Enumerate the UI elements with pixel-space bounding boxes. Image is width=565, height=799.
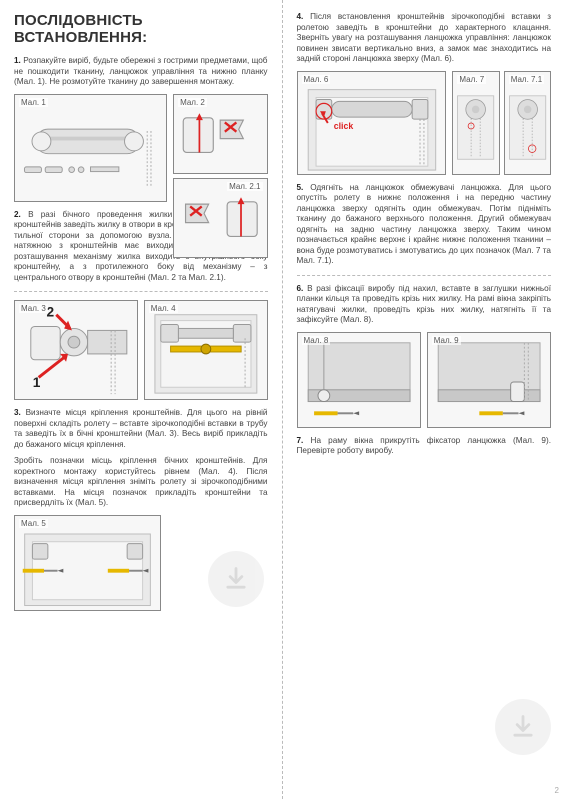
figure-9-illustration (428, 333, 550, 427)
figure-9-caption: Мал. 9 (432, 336, 461, 345)
fig-row-4: Мал. 6 click Мал. 7 (297, 71, 552, 175)
figure-7-1-caption: Мал. 7.1 (509, 75, 544, 84)
figure-3: Мал. 3 1 2 (14, 300, 138, 400)
figure-1-caption: Мал. 1 (19, 98, 48, 107)
figure-7-1: Мал. 7.1 (504, 71, 551, 175)
figure-1-illustration (15, 95, 166, 201)
figure-8-caption: Мал. 8 (302, 336, 331, 345)
figure-7: Мал. 7 (452, 71, 499, 175)
step-6-text: 6. В разі фіксації виробу під нахил, вст… (297, 284, 552, 326)
page-number: 2 (555, 786, 559, 795)
step-1-body: Розпакуйте виріб, будьте обережні з гост… (14, 56, 268, 86)
fig-row-3: Мал. 5 (14, 515, 268, 611)
step-7-text: 7. На раму вікна прикрутіть фіксатор лан… (297, 436, 552, 457)
step-6-body: В разі фіксації виробу під нахил, вставт… (297, 284, 552, 325)
figure-1: Мал. 1 (14, 94, 167, 202)
step-3a-text: 3. Визначте місця кріплення кронштейнів.… (14, 408, 268, 450)
figure-5: Мал. 5 (14, 515, 161, 611)
step-4-text: 4. Після встановлення кронштейнів зірочк… (297, 12, 552, 65)
step-4-body: Після встановлення кронштейнів зірочкопо… (297, 12, 552, 63)
figure-3-caption: Мал. 3 (19, 304, 48, 313)
right-column: 4. Після встановлення кронштейнів зірочк… (283, 0, 565, 799)
step-3a-body: Визначте місця кріплення кронштейнів. Дл… (14, 408, 268, 449)
figure-7-caption: Мал. 7 (457, 75, 486, 84)
figure-2-1-caption: Мал. 2.1 (227, 182, 262, 191)
fig-row-1: Мал. 1 Мал. 2 (14, 94, 268, 202)
figure-7-1-illustration (505, 72, 550, 174)
figure-6-caption: Мал. 6 (302, 75, 331, 84)
figure-2: Мал. 2 (173, 94, 267, 174)
figure-5-caption: Мал. 5 (19, 519, 48, 528)
step-3b-text: Зробіть позначки місць кріплення бічних … (14, 456, 268, 509)
watermark-icon (208, 551, 264, 607)
page-title: ПОСЛІДОВНІСТЬ ВСТАНОВЛЕННЯ: (14, 12, 268, 46)
figure-8-illustration (298, 333, 420, 427)
page: ПОСЛІДОВНІСТЬ ВСТАНОВЛЕННЯ: 1. Розпакуйт… (0, 0, 565, 799)
step-5-body: Одягніть на ланцюжок обмежувачі ланцюжка… (297, 183, 552, 266)
watermark-icon-2 (495, 699, 551, 755)
svg-text:click: click (333, 120, 353, 130)
step-7-body: На раму вікна прикрутіть фіксатор ланцюж… (297, 436, 551, 456)
step-1-text: 1. Розпакуйте виріб, будьте обережні з г… (14, 56, 268, 88)
figure-6: Мал. 6 click (297, 71, 447, 175)
left-column: ПОСЛІДОВНІСТЬ ВСТАНОВЛЕННЯ: 1. Розпакуйт… (0, 0, 283, 799)
svg-text:1: 1 (33, 375, 41, 390)
figure-8: Мал. 8 (297, 332, 421, 428)
figure-4-illustration (145, 301, 267, 399)
left-divider (14, 291, 268, 292)
step-5-text: 5. Одягніть на ланцюжок обмежувачі ланцю… (297, 183, 552, 267)
figure-4: Мал. 4 (144, 300, 268, 400)
fig-row-5: Мал. 8 Мал. 9 (297, 332, 552, 428)
figure-6-illustration: click (298, 72, 446, 174)
figure-4-caption: Мал. 4 (149, 304, 178, 313)
figure-2-caption: Мал. 2 (178, 98, 207, 107)
figure-5-illustration (15, 516, 160, 610)
figure-7-illustration (453, 72, 498, 174)
fig-row-2: Мал. 3 1 2 Мал. 4 (14, 300, 268, 400)
figure-3-illustration: 1 2 (15, 301, 137, 399)
right-divider (297, 275, 552, 276)
figure-9: Мал. 9 (427, 332, 551, 428)
figure-2-1: Мал. 2.1 (173, 178, 267, 258)
